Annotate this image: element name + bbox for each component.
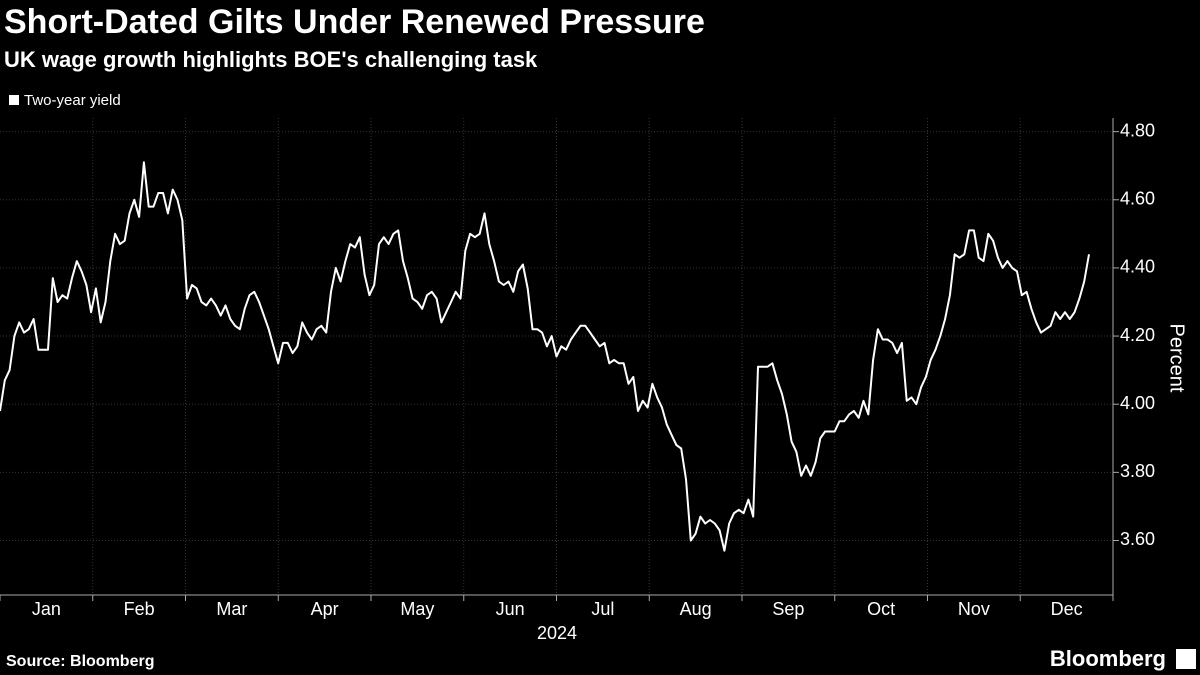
legend-label: Two-year yield — [24, 92, 121, 109]
brand-icon — [1176, 649, 1196, 669]
y-tick-label: 4.20 — [1120, 325, 1155, 345]
x-tick-label: Feb — [124, 599, 155, 619]
brand: Bloomberg — [1050, 646, 1166, 671]
x-axis-label: 2024 — [537, 623, 577, 643]
y-tick-label: 3.80 — [1120, 461, 1155, 481]
y-tick-label: 4.00 — [1120, 393, 1155, 413]
x-tick-label: Sep — [772, 599, 804, 619]
legend-swatch — [9, 95, 19, 105]
x-tick-label: Mar — [216, 599, 247, 619]
x-tick-label: Apr — [311, 599, 339, 619]
y-tick-label: 4.60 — [1120, 189, 1155, 209]
y-tick-label: 4.40 — [1120, 257, 1155, 277]
chart-subtitle: UK wage growth highlights BOE's challeng… — [4, 47, 538, 72]
x-tick-label: Jan — [32, 599, 61, 619]
y-axis-label: Percent — [1166, 324, 1188, 393]
y-tick-label: 3.60 — [1120, 529, 1155, 549]
line-series — [0, 161, 1090, 552]
x-tick-label: Nov — [958, 599, 990, 619]
x-tick-label: Dec — [1051, 599, 1083, 619]
x-tick-label: Jul — [591, 599, 614, 619]
x-tick-label: May — [400, 599, 434, 619]
chart-title: Short-Dated Gilts Under Renewed Pressure — [4, 3, 705, 41]
x-tick-label: Jun — [496, 599, 525, 619]
y-tick-label: 4.80 — [1120, 120, 1155, 140]
source: Source: Bloomberg — [6, 653, 154, 670]
x-tick-label: Aug — [680, 599, 712, 619]
x-tick-label: Oct — [867, 599, 895, 619]
